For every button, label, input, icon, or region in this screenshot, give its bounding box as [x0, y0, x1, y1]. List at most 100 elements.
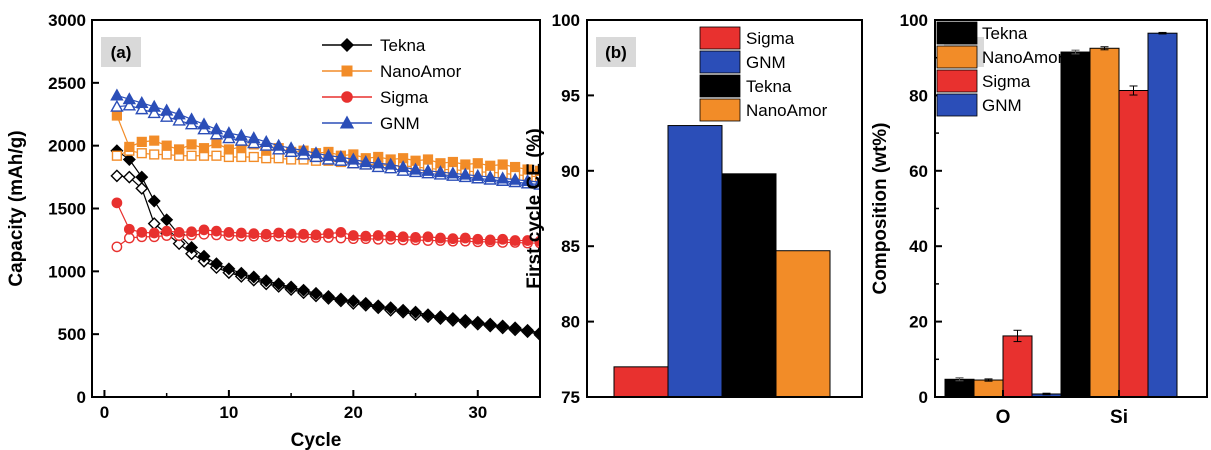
- data-point: [424, 155, 433, 164]
- x-axis-label: Cycle: [291, 430, 342, 450]
- data-point: [237, 228, 246, 237]
- y-tick-label: 100: [900, 11, 928, 30]
- data-point: [461, 160, 470, 169]
- data-point: [249, 229, 258, 238]
- y-tick-label: 1000: [48, 262, 86, 281]
- x-category-label: Si: [1110, 407, 1128, 428]
- y-tick-label: 2500: [48, 74, 86, 93]
- legend: Sigma GNM Tekna NanoAmor: [700, 27, 828, 121]
- legend-label: Tekna: [982, 24, 1028, 43]
- legend-label: Sigma: [380, 88, 429, 107]
- data-point: [237, 153, 246, 162]
- y-tick-label: 2000: [48, 137, 86, 156]
- bar: [1003, 336, 1032, 397]
- bar: [1061, 52, 1090, 397]
- data-point: [112, 111, 121, 120]
- data-point: [398, 232, 407, 241]
- legend-label: Tekna: [746, 77, 792, 96]
- data-point: [211, 124, 222, 134]
- y-axis-label: Capacity (mAh/g): [6, 130, 27, 286]
- x-tick-label: 20: [344, 403, 363, 422]
- x-tick-label: 30: [468, 403, 487, 422]
- data-point: [311, 230, 320, 239]
- data-point: [212, 151, 221, 160]
- data-point: [342, 92, 352, 102]
- panel-a: 0500100015002000250030000 10 20 30CycleCapa…: [6, 11, 546, 450]
- data-point: [149, 195, 160, 206]
- data-point: [324, 229, 333, 238]
- bar: [945, 379, 974, 397]
- panel-label: (b): [605, 43, 627, 62]
- data-point: [125, 225, 134, 234]
- data-point: [224, 228, 233, 237]
- data-point: [498, 235, 507, 244]
- data-point: [162, 150, 171, 159]
- data-point: [299, 230, 308, 239]
- data-point: [473, 235, 482, 244]
- data-point: [150, 150, 159, 159]
- data-point: [423, 232, 432, 241]
- data-point: [386, 231, 395, 240]
- data-point: [448, 234, 457, 243]
- bar-gnm: [668, 126, 722, 397]
- data-point: [436, 233, 445, 242]
- bar: [1090, 48, 1119, 397]
- y-tick-label: 100: [552, 11, 580, 30]
- data-point: [187, 140, 196, 149]
- y-tick-label: 1500: [48, 200, 86, 219]
- data-point: [112, 242, 121, 251]
- y-tick-label: 0: [919, 388, 928, 407]
- data-point: [111, 170, 122, 181]
- data-point: [136, 172, 147, 183]
- legend-label: NanoAmor: [746, 101, 828, 120]
- legend-swatch: [700, 51, 740, 73]
- data-point: [199, 225, 208, 234]
- legend-swatch: [700, 27, 740, 49]
- data-point: [486, 161, 495, 170]
- legend-label: GNM: [746, 53, 786, 72]
- data-point: [349, 231, 358, 240]
- data-point: [187, 227, 196, 236]
- data-point: [162, 226, 171, 235]
- series-gnm: [111, 90, 545, 189]
- data-point: [448, 158, 457, 167]
- data-point: [137, 228, 146, 237]
- data-point: [212, 139, 221, 148]
- series-line: [117, 176, 540, 335]
- legend-label: GNM: [380, 114, 420, 133]
- data-point: [361, 231, 370, 240]
- y-tick-label: 500: [58, 325, 86, 344]
- y-tick-label: 3000: [48, 11, 86, 30]
- y-tick-label: 75: [561, 388, 580, 407]
- data-point: [162, 141, 171, 150]
- bar-sigma: [614, 367, 668, 397]
- data-point: [125, 143, 134, 152]
- data-point: [336, 228, 345, 237]
- y-axis-label: Composition (wt%): [870, 122, 891, 294]
- data-point: [511, 163, 520, 172]
- legend-swatch: [937, 22, 977, 44]
- data-point: [137, 149, 146, 158]
- legend: TeknaNanoAmorSigmaGNM: [937, 22, 1064, 116]
- y-tick-label: 85: [561, 237, 580, 256]
- data-point: [510, 236, 519, 245]
- legend-swatch: [937, 70, 977, 92]
- data-point: [125, 233, 134, 242]
- bar: [1148, 33, 1177, 397]
- y-tick-label: 0: [77, 388, 86, 407]
- legend-label: GNM: [982, 96, 1022, 115]
- legend-swatch: [937, 94, 977, 116]
- data-point: [175, 145, 184, 154]
- y-tick-label: 90: [561, 162, 580, 181]
- data-point: [187, 151, 196, 160]
- data-point: [137, 137, 146, 146]
- data-point: [262, 230, 271, 239]
- data-point: [473, 159, 482, 168]
- data-point: [150, 228, 159, 237]
- data-point: [112, 151, 121, 160]
- data-point: [212, 226, 221, 235]
- panel-b: 75 80 85 90 95 100 First cycle CE (%) (b) Sigma G…: [524, 11, 862, 407]
- bar: [974, 380, 1003, 397]
- data-point: [174, 228, 183, 237]
